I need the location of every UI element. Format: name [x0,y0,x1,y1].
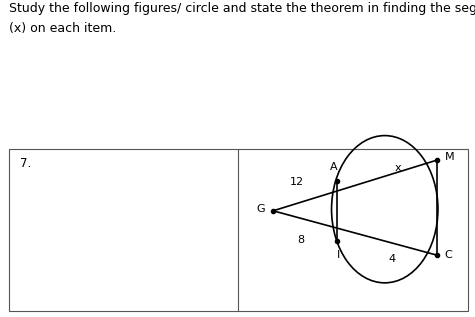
Text: C: C [445,249,452,260]
Text: (x) on each item.: (x) on each item. [9,22,116,35]
Text: 12: 12 [290,177,304,187]
Text: M: M [445,152,454,162]
Text: 4: 4 [389,254,395,264]
Text: G: G [256,204,265,214]
Text: A: A [330,162,337,172]
Text: Study the following figures/ circle and state the theorem in finding the segment: Study the following figures/ circle and … [9,2,475,15]
Text: 7.: 7. [20,157,32,170]
Text: x: x [394,163,401,173]
Text: I: I [337,250,340,261]
Text: 8: 8 [297,235,304,245]
